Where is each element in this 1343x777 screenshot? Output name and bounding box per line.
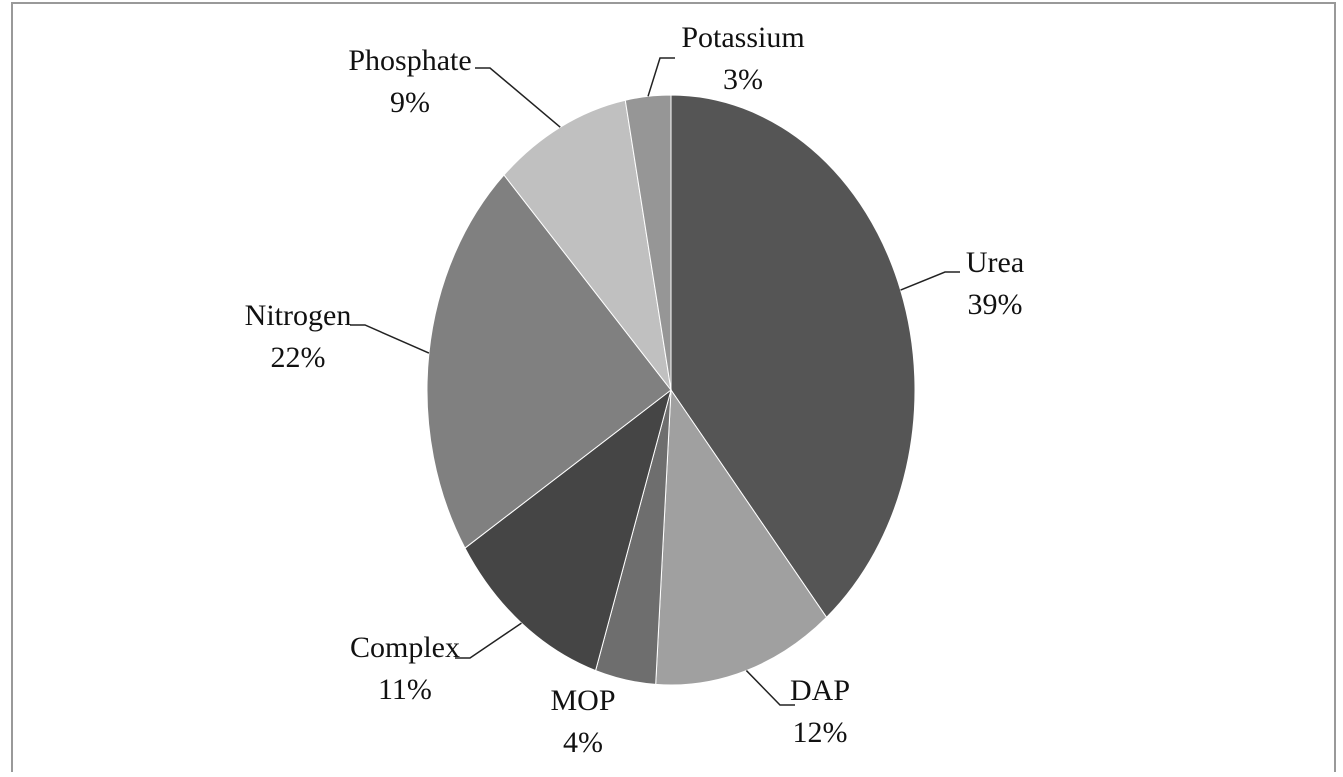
leader-line [647,57,675,97]
slice-label: Phosphate [348,44,471,77]
slice-label: Urea [966,246,1024,279]
pie-slice [464,388,672,672]
value-label: 9% [390,86,430,119]
value-label: 11% [378,673,432,706]
slice-label: Potassium [681,21,804,54]
slice-label: Nitrogen [245,299,352,332]
leader-line [455,622,522,659]
slices [426,94,916,686]
value-label: 3% [723,63,763,96]
value-label: 22% [271,341,326,374]
value-label: 12% [793,716,848,749]
leader-line [475,67,561,128]
value-label: 4% [563,726,603,759]
labels: Urea 39% DAP 12% MOP 4% Complex 11% Nitrogen 22% P… [245,21,1024,759]
slice-label: DAP [790,674,850,707]
leader-line [350,324,430,354]
pie-slice [670,94,916,619]
slice-label: Complex [350,631,460,664]
pie-slice [426,174,672,549]
pie-slice [655,388,828,686]
leader-line [745,670,795,706]
value-label: 39% [968,288,1023,321]
leader-line [900,271,960,291]
slice-label: MOP [550,684,615,717]
pie-slice [503,99,672,391]
